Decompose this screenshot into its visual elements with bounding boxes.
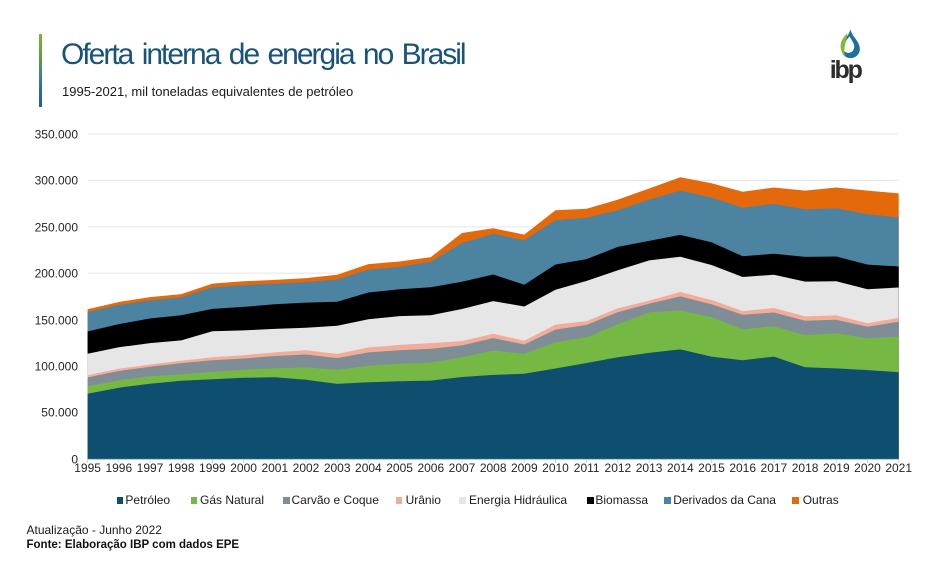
svg-text:ibp: ibp [830, 56, 863, 84]
